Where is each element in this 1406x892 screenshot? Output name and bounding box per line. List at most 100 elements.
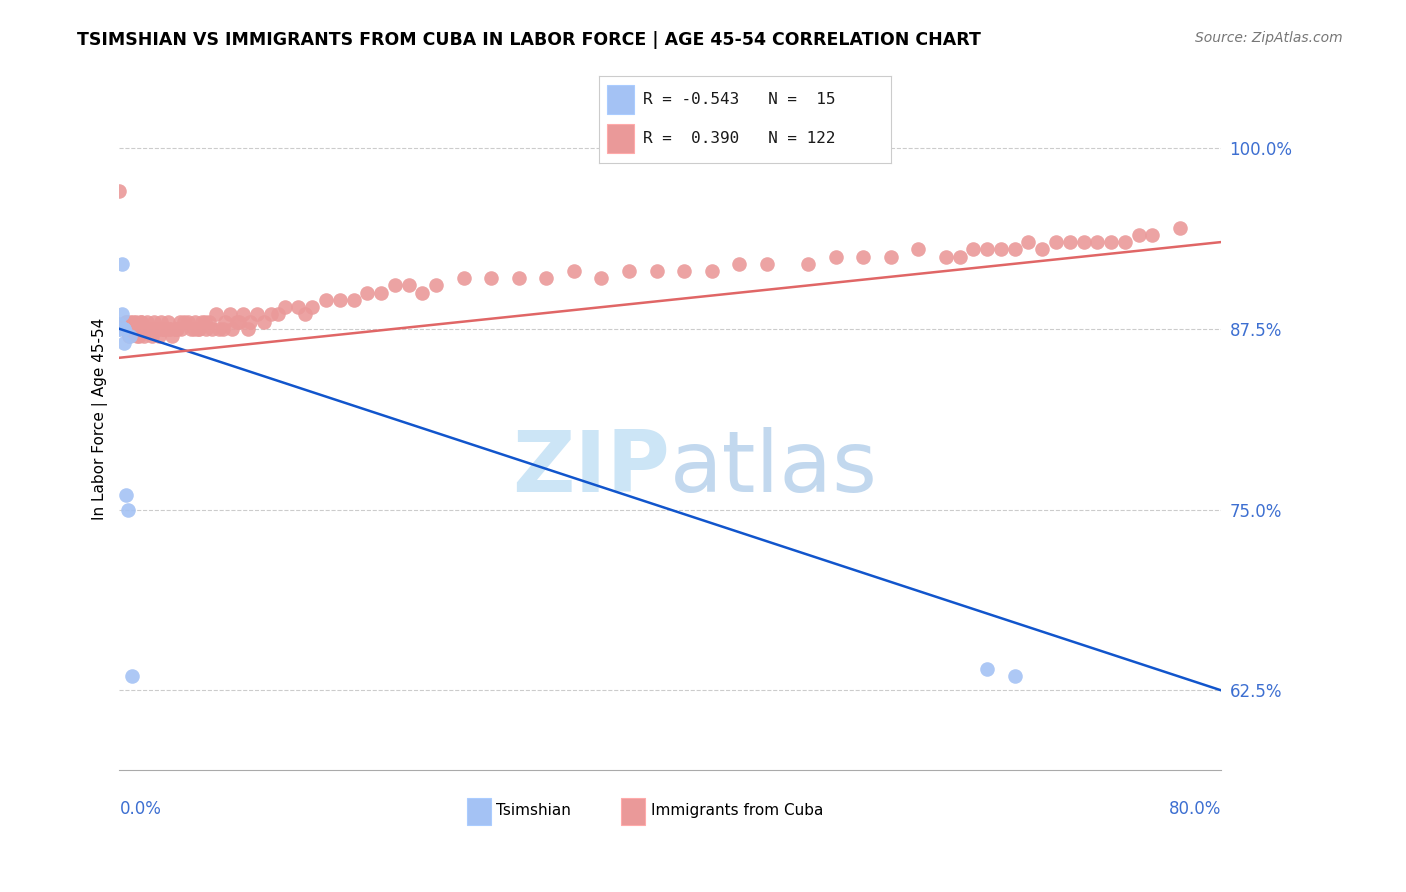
Point xyxy=(115,315,138,329)
Point xyxy=(195,322,218,336)
Point xyxy=(138,322,160,336)
Point xyxy=(160,329,183,343)
Point xyxy=(591,271,613,285)
Point xyxy=(115,488,138,502)
Point xyxy=(218,307,240,321)
Y-axis label: In Labor Force | Age 45-54: In Labor Force | Age 45-54 xyxy=(93,318,108,520)
Point xyxy=(188,322,211,336)
Point xyxy=(129,322,152,336)
Point xyxy=(398,278,420,293)
Point xyxy=(118,322,141,336)
Point xyxy=(127,322,149,336)
Text: 0.0%: 0.0% xyxy=(120,800,162,819)
Point xyxy=(1059,235,1081,249)
Text: Source: ZipAtlas.com: Source: ZipAtlas.com xyxy=(1195,31,1343,45)
Point xyxy=(236,322,259,336)
Point xyxy=(205,307,228,321)
Point xyxy=(108,322,131,336)
Point xyxy=(118,329,141,343)
Point xyxy=(228,315,250,329)
Point xyxy=(135,322,157,336)
Point xyxy=(117,502,139,516)
Point xyxy=(1004,242,1026,256)
Point xyxy=(139,322,162,336)
Point xyxy=(1031,242,1053,256)
Point xyxy=(177,315,200,329)
Point xyxy=(139,322,162,336)
Point xyxy=(194,315,217,329)
Point xyxy=(184,315,207,329)
Point xyxy=(673,264,696,278)
Point xyxy=(131,315,153,329)
Point xyxy=(1114,235,1136,249)
Point xyxy=(246,307,269,321)
Point xyxy=(187,322,209,336)
Point xyxy=(122,814,145,828)
Point xyxy=(128,329,150,343)
Point xyxy=(136,315,159,329)
Point xyxy=(159,322,181,336)
Point xyxy=(315,293,337,307)
Point xyxy=(169,315,191,329)
Text: Immigrants from Cuba: Immigrants from Cuba xyxy=(651,803,823,818)
Text: ZIP: ZIP xyxy=(513,426,671,510)
Point xyxy=(112,336,135,351)
Point xyxy=(253,315,276,329)
Point xyxy=(108,322,131,336)
Point xyxy=(1142,227,1164,242)
Point xyxy=(267,307,290,321)
Point xyxy=(117,322,139,336)
Point xyxy=(142,315,165,329)
Point xyxy=(120,329,142,343)
Point xyxy=(146,322,169,336)
Point xyxy=(225,315,247,329)
Point xyxy=(108,185,131,199)
Point xyxy=(211,322,233,336)
Point xyxy=(141,329,163,343)
Point xyxy=(294,307,316,321)
Point xyxy=(755,257,778,271)
Point xyxy=(166,322,188,336)
Point xyxy=(156,315,179,329)
Point xyxy=(273,300,295,314)
Point xyxy=(1085,235,1108,249)
Point xyxy=(301,300,323,314)
Point xyxy=(122,315,145,329)
Point xyxy=(157,322,180,336)
Point xyxy=(880,250,903,264)
Point xyxy=(1004,669,1026,683)
Point xyxy=(645,264,668,278)
Point xyxy=(1017,235,1039,249)
Point xyxy=(232,307,254,321)
Point xyxy=(384,278,406,293)
Point xyxy=(1168,220,1191,235)
Point xyxy=(1128,227,1150,242)
Point xyxy=(153,322,176,336)
Point xyxy=(1073,235,1095,249)
Point xyxy=(453,271,475,285)
Text: Tsimshian: Tsimshian xyxy=(496,803,571,818)
Point xyxy=(201,322,224,336)
Point xyxy=(797,257,820,271)
Point xyxy=(1099,235,1122,249)
Point xyxy=(700,264,723,278)
Point xyxy=(145,322,167,336)
Point xyxy=(260,307,283,321)
Point xyxy=(562,264,585,278)
Text: TSIMSHIAN VS IMMIGRANTS FROM CUBA IN LABOR FORCE | AGE 45-54 CORRELATION CHART: TSIMSHIAN VS IMMIGRANTS FROM CUBA IN LAB… xyxy=(77,31,981,49)
Point xyxy=(128,322,150,336)
Point xyxy=(425,278,447,293)
Point xyxy=(150,322,173,336)
Point xyxy=(183,322,205,336)
Point xyxy=(962,242,984,256)
Point xyxy=(207,322,229,336)
Point xyxy=(728,257,751,271)
Point xyxy=(536,271,558,285)
Point xyxy=(134,322,156,336)
Point xyxy=(479,271,502,285)
Point xyxy=(1045,235,1067,249)
Point xyxy=(180,322,202,336)
Point xyxy=(152,322,174,336)
Point xyxy=(617,264,640,278)
Point xyxy=(198,315,221,329)
